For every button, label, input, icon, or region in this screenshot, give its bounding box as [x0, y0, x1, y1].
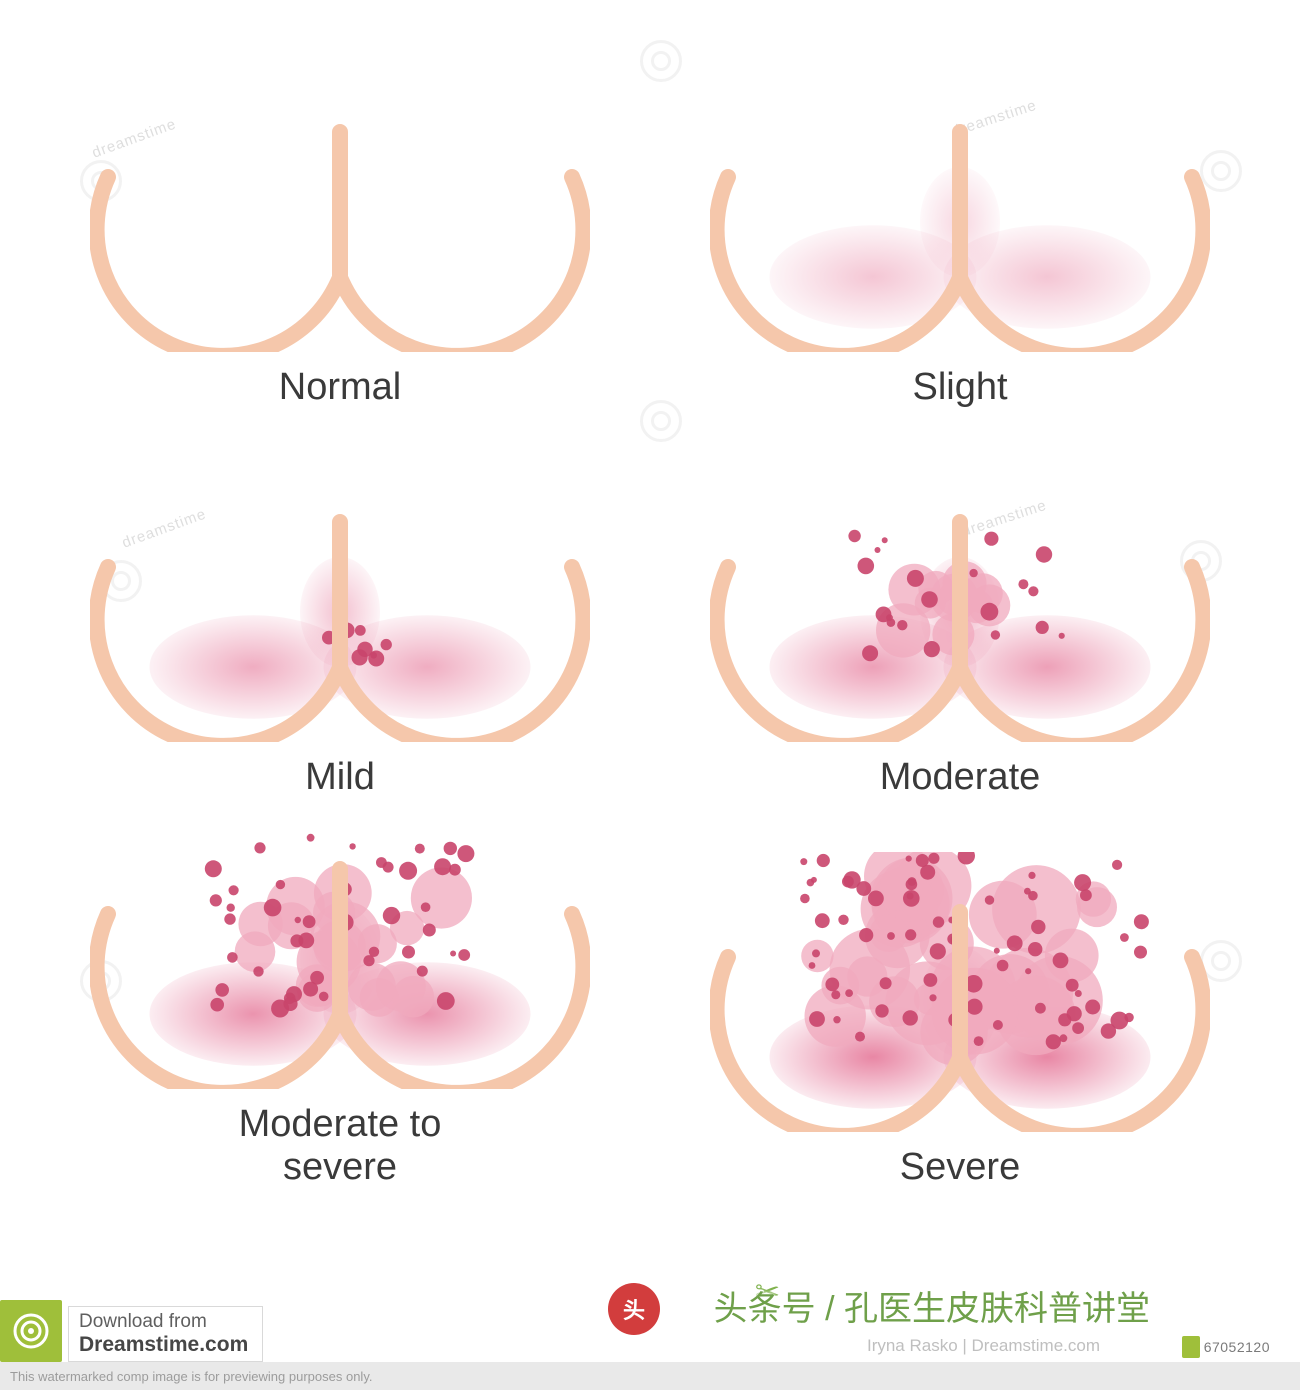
stage-cell-slight: Slight	[670, 30, 1250, 410]
stage-grid: Normal Slight Mild	[50, 30, 1250, 1190]
stage-figure-severe	[710, 852, 1210, 1132]
download-badge-icon	[0, 1300, 62, 1362]
download-line1: Download from	[79, 1311, 248, 1333]
stage-cell-mild: Mild	[50, 420, 630, 800]
stage-cell-modsevere: Moderate tosevere	[50, 810, 630, 1190]
stage-figure-mild	[90, 462, 590, 742]
stage-label-normal: Normal	[279, 366, 401, 410]
footer-strip-text: This watermarked comp image is for previ…	[10, 1369, 372, 1384]
stage-cell-moderate: Moderate	[670, 420, 1250, 800]
stage-figure-normal	[90, 72, 590, 352]
stage-label-modsevere: Moderate tosevere	[239, 1103, 442, 1190]
attribution-text: Iryna Rasko | Dreamstime.com	[867, 1336, 1100, 1356]
infographic-canvas: dreamstimedreamstimedreamstimedreamstime…	[0, 0, 1300, 1390]
stage-cell-normal: Normal	[50, 30, 630, 410]
stage-label-slight: Slight	[912, 366, 1007, 410]
stage-label-severe: Severe	[900, 1146, 1020, 1190]
stock-id: 67052120	[1182, 1336, 1270, 1358]
stock-id-chip-icon	[1182, 1336, 1200, 1358]
channel-overlay-text: 头条号 / 孔医生皮肤科普讲堂	[714, 1281, 1150, 1330]
footer-strip: This watermarked comp image is for previ…	[0, 1362, 1300, 1390]
channel-logo-icon: 头	[608, 1283, 660, 1335]
stage-cell-severe: Severe	[670, 810, 1250, 1190]
stage-figure-moderate	[710, 462, 1210, 742]
download-line2: Dreamstime.com	[79, 1333, 248, 1357]
download-box[interactable]: Download from Dreamstime.com	[68, 1306, 263, 1362]
stage-label-mild: Mild	[305, 756, 375, 800]
stock-id-number: 67052120	[1204, 1339, 1270, 1355]
stage-figure-slight	[710, 72, 1210, 352]
stage-figure-modsevere	[90, 809, 590, 1089]
stage-label-moderate: Moderate	[880, 756, 1041, 800]
